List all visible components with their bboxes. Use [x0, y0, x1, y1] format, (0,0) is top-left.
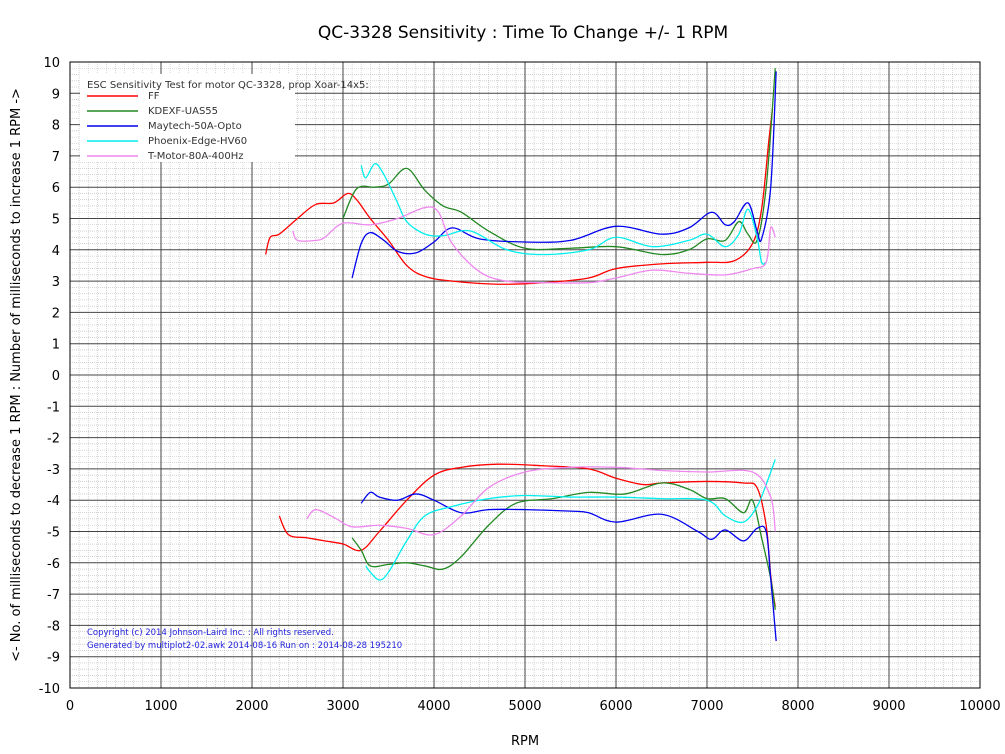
y-tick-label: 1	[52, 338, 60, 353]
y-tick-label: 7	[52, 150, 60, 165]
chart-title: QC-3328 Sensitivity : Time To Change +/-…	[318, 23, 728, 43]
x-tick-label: 3000	[326, 699, 359, 714]
y-tick-label: 3	[52, 275, 60, 290]
x-axis-label: RPM	[511, 734, 539, 749]
y-tick-label: -6	[47, 557, 60, 572]
legend-label-ff: FF	[148, 91, 160, 102]
series-line-kdexf-uas55-increase	[342, 68, 776, 256]
series-line-t-motor-80a-400hz-increase	[292, 206, 776, 284]
y-tick-label: -10	[39, 682, 60, 697]
x-tick-labels: 0 1000 2000 3000 4000 5000 6000 7000 8000 9000 100…	[66, 699, 1001, 714]
y-tick-label: 9	[52, 87, 60, 102]
legend: ESC Sensitivity Test for motor QC-3328, …	[80, 74, 369, 162]
series-line-phoenix-edge-hv60-decrease	[365, 459, 776, 581]
y-tick-label: -3	[47, 463, 60, 478]
y-tick-label: 6	[52, 181, 60, 196]
generated-note: Generated by multiplot2-02.awk 2014-08-1…	[87, 641, 402, 651]
y-tick-label: -5	[47, 526, 60, 541]
y-tick-label: 8	[52, 119, 60, 134]
plot-frame	[69, 61, 981, 689]
x-tick-label: 2000	[235, 699, 268, 714]
y-axis-label: <- No. of milliseconds to decrease 1 RPM…	[9, 88, 24, 662]
y-tick-label: -8	[47, 619, 60, 634]
series-line-phoenix-edge-hv60-increase	[360, 163, 767, 265]
x-tick-label: 0	[66, 699, 74, 714]
x-tick-label: 9000	[872, 699, 905, 714]
x-tick-label: 4000	[417, 699, 450, 714]
y-tick-label: -9	[47, 651, 60, 666]
copyright-note: Copyright (c) 2014 Johnson-Laird Inc. : …	[87, 628, 334, 638]
y-tick-label: -2	[47, 432, 60, 447]
legend-label-maytech-50a-opto: Maytech-50A-Opto	[148, 121, 242, 132]
y-tick-label: 0	[52, 369, 60, 384]
series-line-ff-increase	[265, 108, 774, 285]
series-line-kdexf-uas55-decrease	[351, 482, 776, 610]
x-tick-label: 6000	[599, 699, 632, 714]
x-tick-label: 8000	[781, 699, 814, 714]
series-line-maytech-50a-opto-increase	[351, 71, 777, 279]
x-tick-label: 10000	[959, 699, 1000, 714]
legend-label-phoenix-edge-hv60: Phoenix-Edge-HV60	[148, 136, 247, 147]
y-tick-label: -4	[47, 494, 60, 509]
y-tick-label: 4	[52, 244, 60, 259]
y-tick-label: -7	[47, 588, 60, 603]
series-line-maytech-50a-opto-decrease	[360, 491, 777, 642]
y-tick-label: 5	[52, 213, 60, 228]
series-lines	[265, 68, 777, 642]
series-line-ff-decrease	[278, 463, 776, 607]
x-tick-label: 5000	[508, 699, 541, 714]
legend-label-t-motor-80a-400hz: T-Motor-80A-400Hz	[147, 151, 243, 162]
legend-box	[80, 74, 295, 162]
x-tick-label: 1000	[144, 699, 177, 714]
legend-label-kdexf-uas55: KDEXF-UAS55	[148, 106, 218, 117]
y-tick-label: -1	[47, 400, 60, 415]
x-tick-label: 7000	[690, 699, 723, 714]
y-tick-label: 10	[43, 56, 60, 71]
legend-title: ESC Sensitivity Test for motor QC-3328, …	[87, 80, 369, 91]
series-line-t-motor-80a-400hz-decrease	[306, 466, 776, 536]
y-tick-label: 2	[52, 306, 60, 321]
